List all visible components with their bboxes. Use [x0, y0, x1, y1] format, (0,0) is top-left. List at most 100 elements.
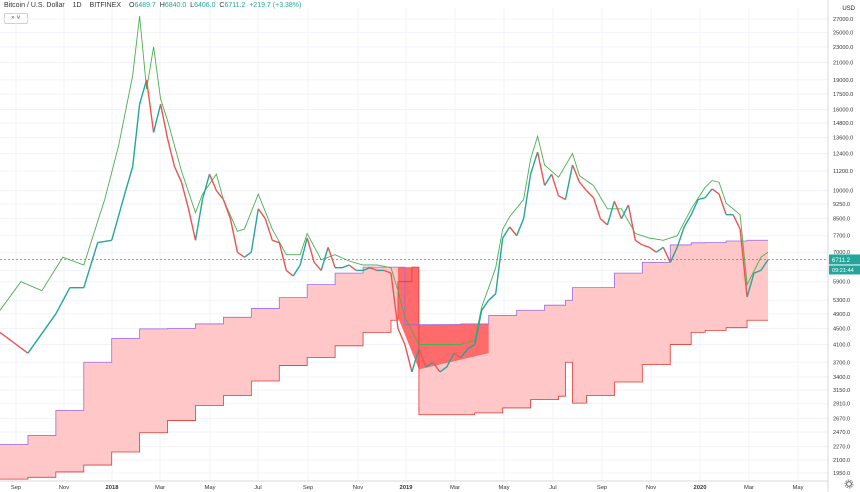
- open-label: O: [129, 2, 135, 9]
- price-segment: [627, 204, 636, 241]
- y-tick-label: 23000.0: [833, 45, 853, 51]
- change-value: +219.7 (+3.38%): [249, 2, 302, 9]
- price-segment: [746, 272, 755, 298]
- price-segment: [564, 164, 574, 200]
- price-segment: [55, 287, 71, 315]
- price-segment: [418, 348, 427, 368]
- price-segment: [732, 214, 741, 230]
- x-tick-label: May: [205, 485, 216, 491]
- price-tag-value: 6711.2: [832, 258, 851, 264]
- price-segment: [544, 173, 553, 186]
- price-segment: [125, 166, 134, 191]
- y-tick-label: 10000.0: [833, 189, 853, 195]
- x-tick-label: 2020: [694, 485, 707, 491]
- price-segment: [159, 104, 169, 139]
- symbol-title[interactable]: Bitcoin / U.S. Dollar: [4, 2, 65, 9]
- interval-label[interactable]: 1D: [72, 2, 82, 9]
- price-segment: [111, 190, 127, 241]
- x-tick-label: Jul: [549, 485, 556, 491]
- price-segment: [669, 247, 678, 263]
- gear-icon[interactable]: [844, 479, 854, 489]
- y-tick-label: 7700.0: [833, 234, 850, 240]
- price-segment: [446, 352, 455, 368]
- price-segment: [718, 193, 727, 215]
- price-segment: [236, 251, 245, 258]
- price-segment: [97, 239, 112, 244]
- price-segment: [642, 244, 650, 248]
- price-segment: [348, 264, 357, 271]
- y-tick-label: 5300.0: [833, 298, 850, 304]
- price-segment: [138, 79, 148, 105]
- price-segment: [320, 247, 329, 271]
- price-segment: [306, 237, 315, 263]
- price-segment: [502, 226, 511, 239]
- price-segment: [550, 173, 560, 197]
- cloud-lower-line: [0, 266, 768, 480]
- price-segment: [27, 313, 57, 354]
- x-tick-label: May: [499, 485, 510, 491]
- price-segment: [753, 269, 762, 274]
- price-segment: [571, 164, 581, 183]
- y-tick-label: 2670.0: [833, 417, 850, 423]
- price-segment: [529, 151, 539, 175]
- x-tick-label: Jul: [254, 485, 261, 491]
- cloud-area-bearish: [397, 267, 489, 370]
- price-segment: [166, 138, 176, 167]
- y-tick-label: 25000.0: [833, 30, 853, 36]
- cloud-upper-line: [0, 239, 768, 445]
- price-segment: [187, 208, 197, 241]
- price-segment: [439, 366, 448, 373]
- price-segment: [362, 267, 371, 272]
- x-tick-label: Sep: [303, 485, 313, 491]
- price-segment: [180, 182, 190, 209]
- price-segment: [698, 197, 706, 201]
- price-segment: [369, 267, 378, 272]
- price-segment: [341, 264, 350, 269]
- y-tick-label: 3400.0: [833, 375, 850, 381]
- countdown-value: 09:21:44: [832, 268, 854, 274]
- price-segment: [243, 251, 252, 258]
- price-segment: [460, 348, 469, 359]
- y-tick-label: 7000.0: [833, 250, 850, 256]
- x-tick-label: Sep: [597, 485, 607, 491]
- price-segment: [467, 343, 476, 350]
- countdown-tag: [829, 265, 860, 275]
- x-tick-label: 2019: [400, 485, 414, 491]
- y-tick-label: 5900.0: [833, 280, 850, 286]
- x-tick-label: Nov: [59, 485, 69, 491]
- price-segment: [0, 331, 29, 354]
- y-tick-label: 4100.0: [833, 343, 850, 349]
- price-segment: [264, 218, 273, 241]
- price-segment: [173, 166, 183, 183]
- price-segment: [222, 199, 232, 219]
- y-tick-label: 9250.0: [833, 202, 850, 208]
- open-value: 6489.7: [134, 2, 156, 9]
- price-tag: [829, 254, 860, 265]
- price-segment: [690, 199, 699, 215]
- y-tick-label: 2100.0: [833, 458, 850, 464]
- price-segment: [760, 259, 769, 271]
- price-segment: [592, 197, 602, 219]
- price-segment: [272, 239, 280, 244]
- price-segment: [132, 104, 141, 167]
- y-tick-label: 12400.0: [833, 151, 853, 157]
- x-tick-label: May: [793, 485, 804, 491]
- price-segment: [558, 195, 566, 201]
- price-segment: [620, 204, 630, 220]
- y-tick-label: 14800.0: [833, 121, 853, 127]
- price-segment: [578, 181, 588, 192]
- price-segment: [648, 246, 657, 253]
- price-segment: [662, 247, 671, 263]
- y-tick-label: 4900.0: [833, 312, 850, 318]
- x-tick-label: Mar: [744, 485, 754, 491]
- high-label: H: [159, 2, 165, 9]
- x-tick-label: Sep: [11, 485, 21, 491]
- y-tick-label: 16000.0: [833, 107, 853, 113]
- y-tick-label: 2910.0: [833, 402, 850, 408]
- close-label: C: [219, 2, 225, 9]
- price-segment: [516, 218, 525, 236]
- x-tick-label: Mar: [450, 485, 460, 491]
- price-segment: [586, 190, 594, 199]
- price-segment: [495, 237, 504, 294]
